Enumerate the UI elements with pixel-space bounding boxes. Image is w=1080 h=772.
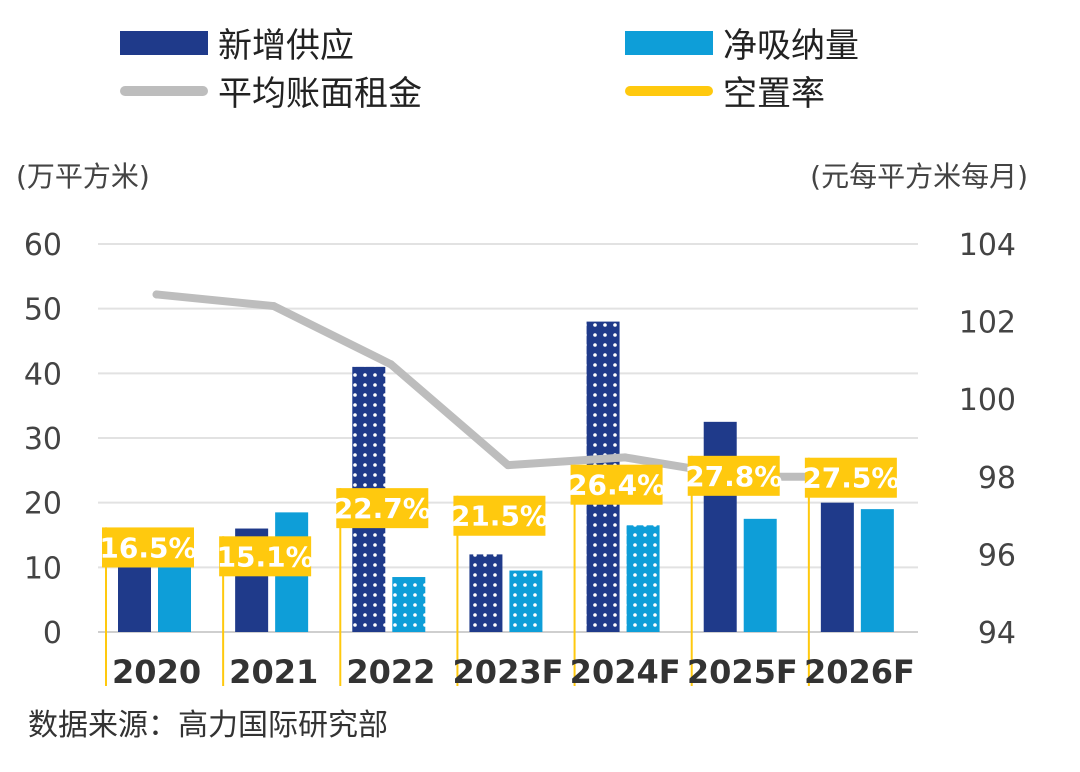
vacancy-label-box [453,495,546,536]
right-axis-tick-label: 96 [978,538,1016,573]
legend-label-vacancy: 空置率 [723,74,825,114]
legend-item-new-supply: 新增供应 [120,18,354,67]
bar-net-absorption-2022 [392,577,426,632]
vacancy-label-text: 16.5% [99,531,196,564]
bar-new-supply-2025F [703,421,737,632]
category-label-2024F: 2024F [570,653,681,691]
vacancy-label-text: 27.5% [802,462,899,495]
rent-point-2024F [621,453,630,462]
category-label-2021: 2021 [229,653,318,691]
vacancy-label-2026F: 27.5% [802,457,899,498]
right-axis-tick-label: 104 [959,228,1016,263]
bar-new-supply-2023F [469,554,503,632]
right-axis-tick-label: 100 [959,383,1016,418]
vacancy-label-text: 26.4% [568,469,665,502]
vacancy-label-box [102,527,194,568]
vacancy-label-text: 21.5% [451,500,548,533]
vacancy-label-2020: 16.5% [99,527,197,568]
rent-point-2022 [386,360,395,369]
vacancy-label-2025F: 27.8% [685,455,782,496]
left-axis-tick-label: 30 [24,422,62,457]
right-axis-tick-label: 98 [978,461,1016,496]
bar-net-absorption-2023F [509,570,543,632]
vacancy-label-2024F: 26.4% [568,464,665,505]
rent-line [152,290,864,481]
rent-point-2023F [504,461,512,470]
category-label-2022: 2022 [346,653,435,691]
bar-net-absorption-2024F [626,525,660,632]
vacancy-label-2021: 15.1% [217,536,314,577]
left-axis-tick-label: 10 [24,551,62,586]
chart: 0 10 20 30 40 50 60 94 96 98 100 102 104 16.5% 15.1%… [24,228,1016,691]
bar-net-absorption-2025F [743,518,777,632]
legend-item-vacancy: 空置率 [625,66,825,115]
category-label-2026F: 2026F [804,653,915,691]
source-note: 数据来源：高力国际研究部 [28,708,388,743]
left-axis-tick-label: 50 [24,293,62,328]
right-axis-tick-label: 102 [959,306,1016,341]
rent-point-2021 [269,302,278,311]
vacancy-label-box [570,464,663,505]
left-axis-unit: (万平方米) [16,160,150,193]
bar-net-absorption-2026F [860,509,894,632]
category-label-2025F: 2025F [687,653,798,691]
category-label-2020: 2020 [112,653,201,691]
legend-label-net-absorption: 净吸纳量 [723,26,859,66]
vacancy-label-2022: 22.7% [334,488,431,529]
vacancy-label-text: 15.1% [217,540,314,573]
vacancy-label-box [804,457,897,498]
bar-new-supply-2026F [820,502,854,632]
left-axis-tick-label: 60 [24,228,62,263]
vacancy-label-text: 22.7% [334,492,431,525]
right-axis-tick-label: 94 [978,616,1016,651]
bar-new-supply-2020 [118,567,151,632]
legend-swatch-vacancy [625,85,713,96]
category-label-2023F: 2023F [453,653,564,691]
legend-label-avg-rent: 平均账面租金 [218,74,422,114]
vacancy-label-2023F: 21.5% [451,495,548,536]
legend-swatch-avg-rent [120,85,208,96]
legend-item-avg-rent: 平均账面租金 [120,66,422,115]
bar-net-absorption-2020 [158,567,191,632]
legend-item-net-absorption: 净吸纳量 [625,18,859,67]
left-axis-tick-label: 0 [43,616,62,651]
legend-label-new-supply: 新增供应 [218,26,354,66]
left-axis-tick-label: 20 [24,487,62,522]
rent-point-2020 [152,290,161,299]
vacancy-label-box [336,488,429,529]
vacancy-label-box [219,536,312,577]
vacancy-label-text: 27.8% [685,460,782,493]
left-axis-tick-label: 40 [24,357,62,392]
legend-swatch-net-absorption [625,30,713,55]
right-axis-unit: (元每平方米每月) [810,160,1028,193]
legend-swatch-new-supply [120,30,208,55]
vacancy-label-box [687,455,780,496]
